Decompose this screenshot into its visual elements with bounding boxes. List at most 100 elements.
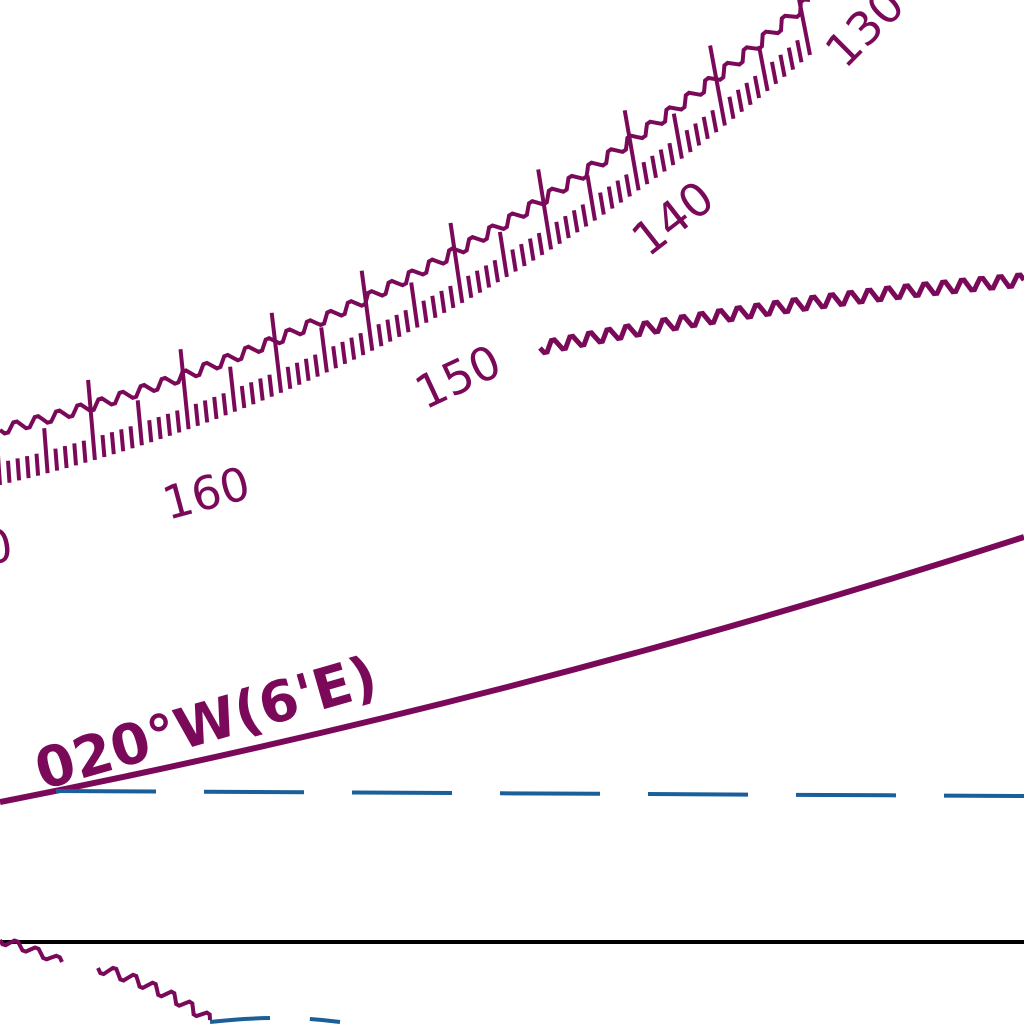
compass-tick	[744, 82, 753, 106]
compass-tick	[606, 186, 615, 209]
compass-tick	[267, 374, 274, 397]
compass-tick	[294, 362, 302, 386]
compass-tick	[193, 403, 200, 426]
blue-dashed-boundary	[55, 789, 1024, 798]
compass-tick	[786, 47, 796, 70]
compass-tick	[156, 416, 163, 440]
compass-tick	[439, 290, 447, 314]
compass-tick	[795, 39, 804, 63]
compass-tick	[752, 75, 762, 99]
compass-tick	[34, 453, 41, 476]
compass-tick	[580, 204, 589, 227]
compass-tick	[671, 113, 684, 159]
compass-tick	[239, 385, 247, 409]
compass-tick	[641, 161, 650, 185]
compass-rose: 160 150 140 130 0	[0, 0, 915, 576]
compass-tick	[519, 243, 527, 267]
compass-tick	[15, 458, 22, 481]
compass-tick	[25, 455, 31, 479]
compass-tick	[684, 129, 693, 153]
compass-tick	[403, 309, 411, 333]
scalloped-boundary-lower-2	[96, 965, 212, 1021]
compass-tick	[303, 358, 311, 381]
compass-tick	[693, 123, 702, 146]
ring-label-130: 130	[815, 0, 915, 78]
compass-tick	[165, 413, 172, 436]
compass-tick	[319, 327, 329, 373]
compass-tick	[285, 366, 293, 390]
compass-tick	[735, 89, 744, 113]
compass-rose-ring	[0, 0, 810, 436]
compass-tick	[474, 270, 483, 293]
compass-tick	[53, 448, 60, 471]
compass-tick	[710, 109, 719, 133]
compass-tick	[62, 445, 69, 469]
ring-label-partial: 0	[0, 518, 17, 576]
ring-label-150: 150	[407, 334, 509, 420]
compass-tick	[448, 222, 465, 304]
compass-tick	[563, 215, 571, 239]
scalloped-boundary-lower-1	[0, 938, 64, 963]
compass-tick	[409, 282, 420, 328]
compass-tick	[212, 396, 219, 420]
compass-tick	[119, 429, 126, 452]
compass-tick	[598, 192, 606, 215]
isogonic-curve	[0, 534, 1024, 805]
compass-tick	[202, 400, 210, 423]
compass-tick	[708, 45, 727, 126]
compass-tick	[585, 175, 597, 221]
compass-tick	[135, 400, 144, 446]
compass-tick	[778, 54, 787, 78]
compass-tick	[615, 180, 624, 203]
compass-tick	[497, 231, 509, 278]
airspace-boundary-scalloped	[538, 272, 1024, 356]
compass-tick	[624, 174, 632, 197]
compass-tick	[571, 209, 580, 233]
compass-tick	[359, 270, 375, 351]
compass-tick	[421, 300, 429, 323]
compass-tick	[528, 238, 536, 261]
compass-tick	[757, 45, 770, 92]
compass-tick	[358, 332, 366, 356]
compass-tick	[394, 314, 402, 338]
compass-tick	[269, 312, 284, 394]
compass-tick	[658, 149, 667, 172]
compass-tick	[175, 410, 182, 433]
compass-tick	[554, 221, 562, 245]
compass-tick	[510, 249, 518, 272]
compass-tick	[72, 443, 78, 466]
compass-tick	[536, 232, 545, 256]
compass-tick	[376, 323, 384, 347]
compass-tick	[769, 61, 779, 85]
compass-tick	[100, 434, 107, 458]
compass-tick	[147, 420, 154, 443]
compass-tick	[622, 109, 641, 191]
compass-tick	[466, 275, 474, 299]
compass-tick	[178, 348, 191, 430]
blue-dashed-boundary-lower	[209, 1016, 341, 1024]
compass-tick	[492, 259, 500, 283]
compass-tick	[228, 366, 237, 412]
ring-label-160: 160	[157, 456, 256, 531]
compass-rose-ticks	[0, 0, 812, 485]
compass-tick	[340, 341, 348, 365]
compass-tick	[385, 319, 393, 342]
compass-tick	[313, 354, 320, 377]
compass-tick	[6, 460, 12, 483]
compass-tick	[128, 426, 135, 449]
compass-tick	[701, 116, 710, 140]
compass-tick	[727, 96, 736, 120]
compass-tick	[667, 142, 676, 166]
compass-tick	[650, 155, 658, 179]
compass-tick	[797, 0, 812, 56]
compass-tick	[81, 440, 88, 463]
compass-tick	[349, 337, 357, 360]
compass-tick	[42, 428, 50, 474]
compass-tick	[86, 379, 97, 461]
compass-tick	[483, 265, 492, 288]
isogonic-line: 020°W(6'E)	[0, 534, 1024, 805]
compass-tick	[109, 432, 116, 455]
compass-tick	[331, 345, 338, 369]
isogonic-label: 020°W(6'E)	[28, 644, 384, 804]
